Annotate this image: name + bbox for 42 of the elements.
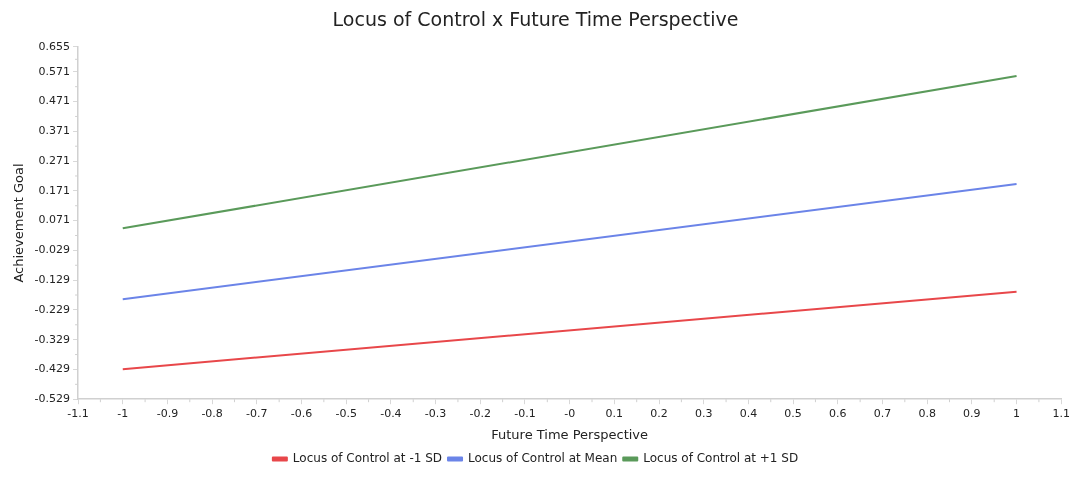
x-tick-label: -0.3: [424, 406, 447, 420]
x-tick-label: 0.9: [963, 406, 981, 420]
x-tick-label: 0.5: [784, 406, 802, 420]
x-tick-label: -0.1: [514, 406, 536, 420]
x-tick-label: 1: [1013, 406, 1021, 420]
x-tick-label: 0.6: [829, 406, 847, 420]
x-tick-label: -0.9: [156, 406, 179, 420]
x-tick-label: 0.4: [739, 406, 758, 420]
y-tick-label: -0.429: [34, 362, 71, 376]
x-tick-label: 1.1: [1052, 406, 1070, 420]
chart-title: Locus of Control x Future Time Perspective: [332, 8, 739, 31]
y-tick-label: -0.029: [34, 243, 71, 257]
y-tick-label: 0.655: [38, 39, 71, 53]
x-tick-label: 0.3: [694, 406, 713, 420]
legend-label: Locus of Control at +1 SD: [643, 451, 799, 466]
x-tick-label: -1: [117, 406, 129, 420]
x-tick-label: 0.8: [918, 406, 936, 420]
x-tick-label: -0.6: [290, 406, 313, 420]
x-tick-label: -1.1: [67, 406, 89, 420]
x-tick-label: -0.5: [335, 406, 357, 420]
x-tick-label: -0.8: [201, 406, 223, 420]
y-tick-label: -0.229: [34, 302, 71, 316]
y-tick-label: 0.471: [38, 94, 71, 108]
y-axis-title: Achievement Goal: [11, 163, 27, 283]
x-tick-label: 0.7: [873, 406, 892, 420]
y-tick-label: 0.171: [38, 183, 71, 197]
legend-label: Locus of Control at -1 SD: [292, 451, 443, 466]
y-tick-label: 0.371: [38, 124, 71, 138]
y-tick-label: 0.271: [38, 153, 71, 167]
legend-label: Locus of Control at Mean: [468, 451, 618, 466]
x-axis-title: Future Time Perspective: [491, 426, 649, 442]
x-tick-label: 0.2: [650, 406, 668, 420]
y-tick-label: -0.329: [34, 332, 71, 346]
y-tick-label: 0.571: [38, 64, 71, 78]
x-tick-label: -0.2: [469, 406, 492, 420]
x-tick-label: -0: [564, 406, 576, 420]
x-tick-label: -0.7: [246, 406, 268, 420]
y-tick-label: -0.529: [34, 392, 71, 406]
x-tick-label: 0.1: [605, 406, 624, 420]
y-tick-label: 0.071: [38, 213, 71, 227]
x-tick-label: -0.4: [380, 406, 402, 420]
y-tick-label: -0.129: [34, 273, 71, 287]
